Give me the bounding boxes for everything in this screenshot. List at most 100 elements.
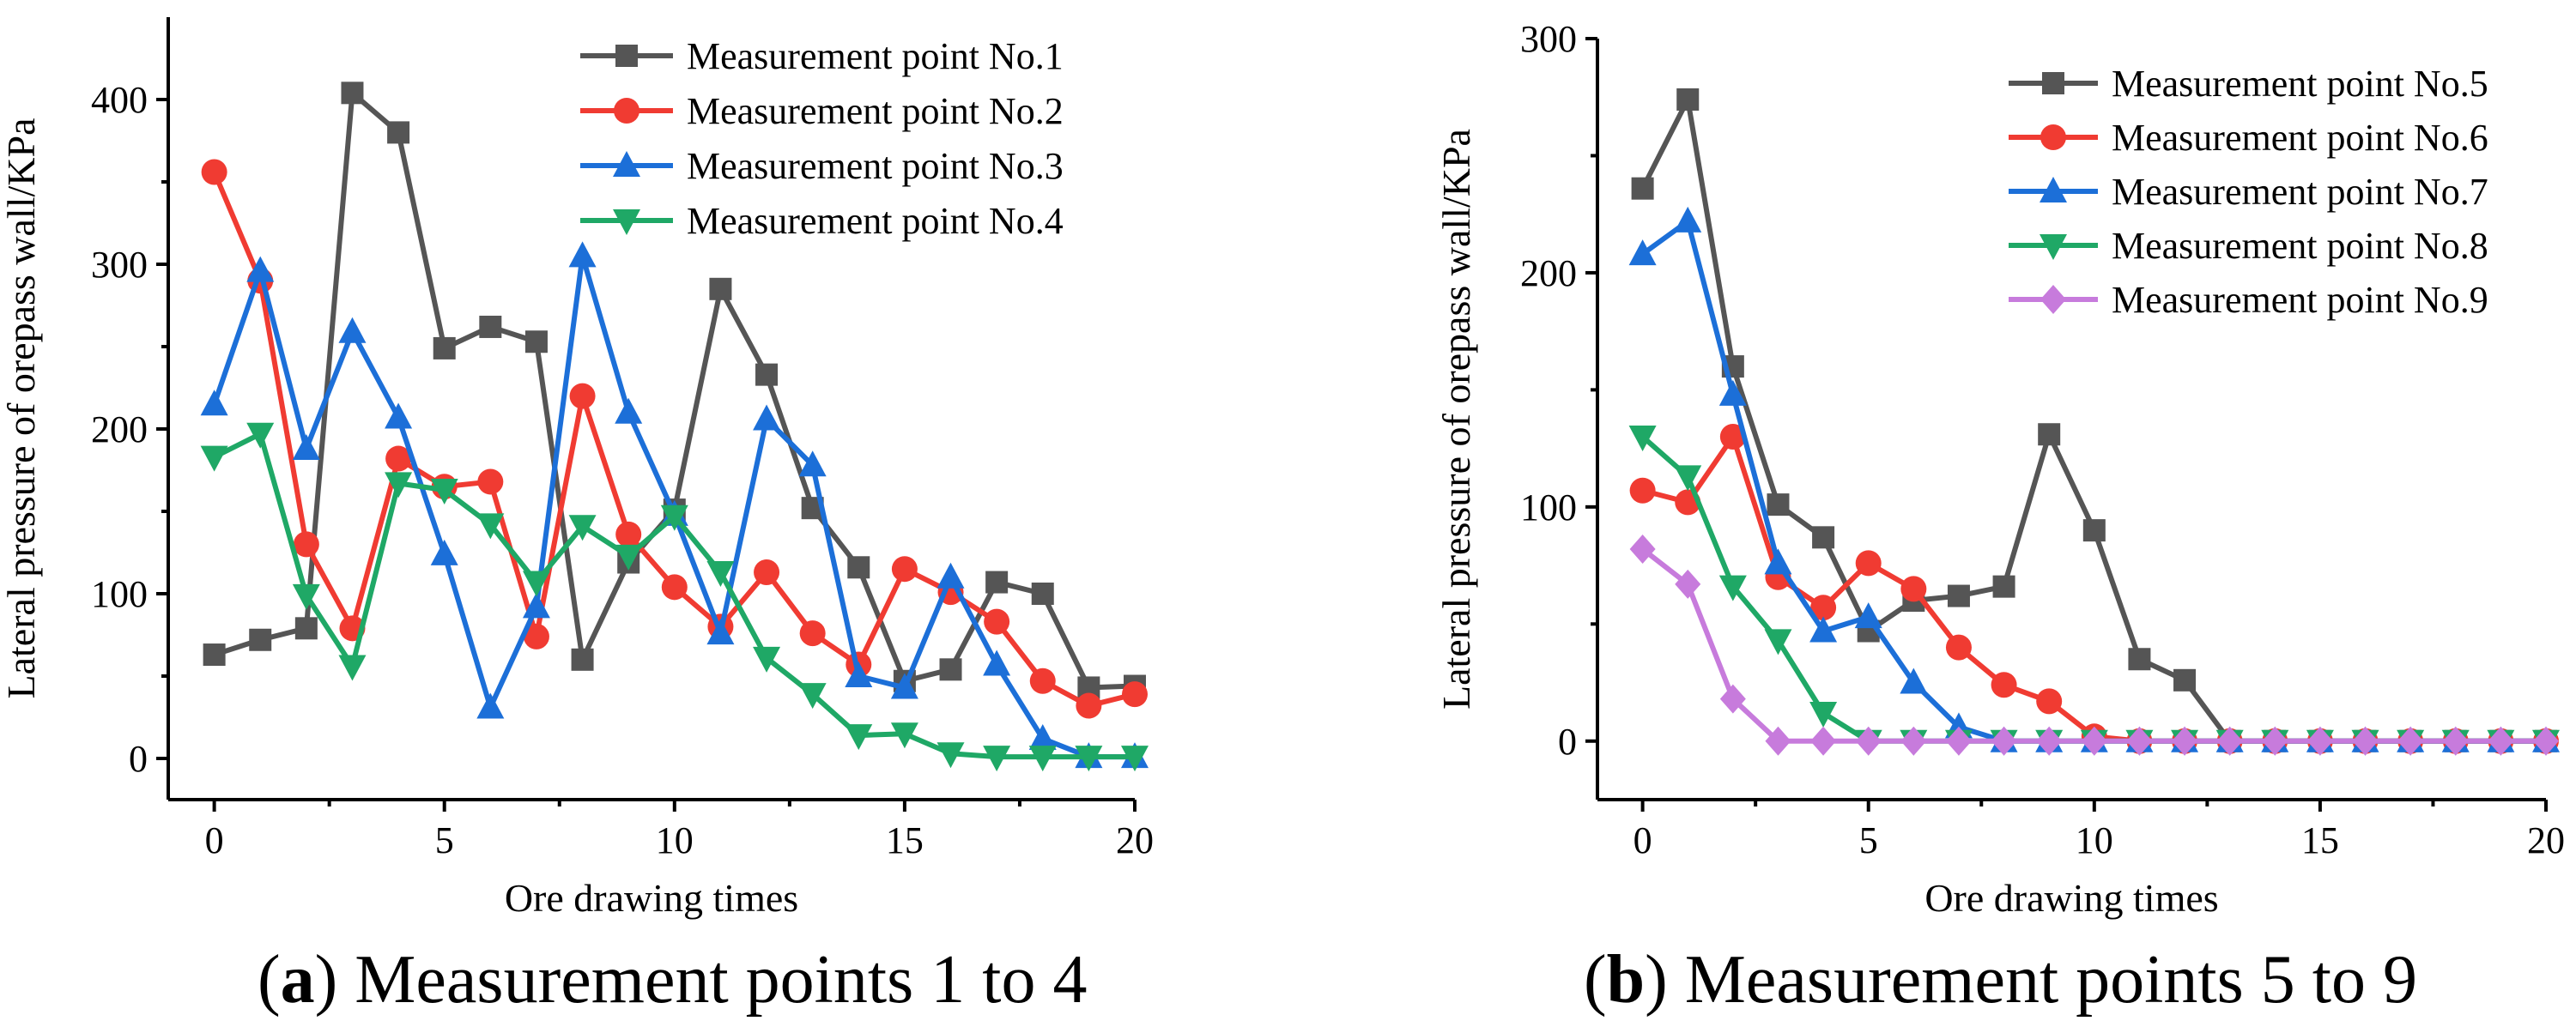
data-point [2082,519,2106,542]
data-point [984,608,1010,635]
data-point [2081,726,2107,756]
data-point [1075,746,1103,772]
data-point [1855,550,1882,577]
legend-label: Measurement point No.6 [2112,117,2488,159]
data-point [983,746,1011,772]
data-point [430,479,458,505]
x-tick-label: 20 [1116,819,1154,861]
y-tick-label: 300 [1520,18,1577,60]
data-point [754,559,780,586]
data-point [523,623,549,649]
data-point [1719,684,1746,714]
data-point [1719,423,1746,450]
x-tick-label: 15 [886,819,924,861]
data-point [2036,726,2063,756]
data-point [200,390,228,416]
x-tick-label: 20 [2527,819,2565,861]
legend-label: Measurement point No.5 [2112,63,2488,105]
data-point [2126,726,2153,756]
data-point [1628,239,1657,266]
data-point [246,422,275,449]
data-point [341,82,364,105]
data-point [1900,668,1928,694]
data-point [1629,534,1656,564]
legend-label: Measurement point No.1 [687,35,1064,77]
data-point [1764,629,1792,655]
legend-marker [2042,72,2064,94]
y-tick-label: 0 [1558,721,1577,763]
data-point [2442,726,2469,756]
x-tick-label: 5 [1859,819,1878,861]
data-point [476,513,505,540]
data-point [847,556,870,579]
data-point [2173,668,2197,692]
series-3 [200,241,1149,769]
data-point [1765,726,1791,756]
data-point [1991,726,2017,756]
data-point [939,658,962,681]
data-point [661,574,688,601]
chart-a: 0 100 200 300 400 0 5 10 15 20 Ore drawing times La… [0,17,1154,1018]
data-point [568,515,597,541]
data-point [1992,575,2015,598]
legend-marker [2040,285,2066,314]
data-point [1121,746,1149,772]
y-tick-label: 200 [91,408,148,450]
data-point [983,649,1011,676]
data-point [1809,616,1838,643]
data-point [1991,672,2017,698]
legend-marker [2040,177,2067,202]
data-point [2216,726,2243,756]
data-point [753,646,781,673]
caption-text: Measurement points 5 to 9 [1668,942,2417,1018]
data-point [1028,746,1057,772]
data-point [1855,726,1882,756]
data-point [845,661,873,687]
legend-marker [615,45,638,67]
data-point [985,571,1009,594]
data-point [338,317,367,343]
legend-marker [2040,124,2066,150]
data-point [1122,681,1148,708]
data-point [1631,177,1654,200]
x-tick-label: 10 [656,819,694,861]
x-tick-label: 5 [435,819,454,861]
y-tick-label: 200 [1520,252,1577,294]
data-point [660,504,688,531]
legend-marker [2040,234,2067,260]
data-point [2533,726,2559,756]
legend-label: Measurement point No.2 [687,90,1064,132]
data-point [385,472,413,498]
data-point [845,724,873,751]
y-tick-label: 100 [1520,486,1577,529]
data-point [293,531,319,558]
data-point [1675,569,1701,599]
data-point [569,383,596,409]
data-point [246,256,275,282]
data-point [292,583,320,610]
legend-marker [613,151,640,177]
data-point [1718,379,1747,406]
data-point [385,402,413,429]
data-point [524,330,548,353]
data-point [2128,648,2151,671]
series-2 [201,159,1148,719]
data-point [522,571,550,597]
y-tick-label: 100 [91,573,148,615]
data-point [1674,206,1702,233]
data-point [798,683,827,710]
data-point [477,468,504,495]
legend-marker [613,209,640,235]
data-point [1674,465,1702,492]
data-point [615,397,643,424]
legend-label: Measurement point No.7 [2112,171,2488,213]
data-point [1854,602,1882,629]
data-point [203,643,226,667]
series-5 [1629,534,2559,756]
data-point [615,521,642,547]
legend-marker [614,98,639,124]
data-point [430,539,458,565]
data-point [2172,726,2198,756]
data-point [1029,668,1056,694]
